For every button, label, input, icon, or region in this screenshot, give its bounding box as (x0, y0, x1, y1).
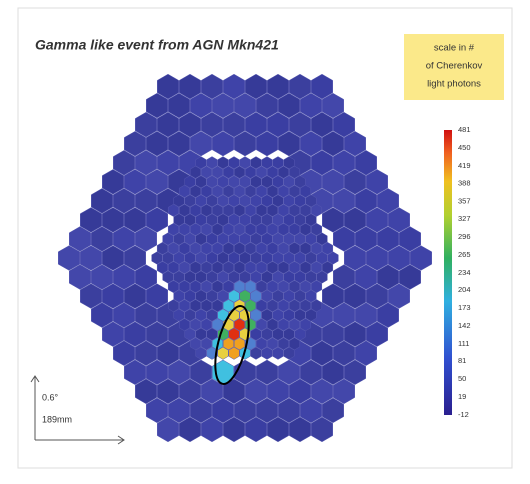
colorbar-tick-label: 173 (458, 303, 471, 312)
colorbar-tick-label: 111 (458, 339, 469, 348)
colorbar-tick-label: 388 (458, 179, 471, 188)
colorbar (444, 130, 452, 415)
colorbar-tick-label: 357 (458, 197, 471, 206)
colorbar-tick-label: 234 (458, 268, 471, 277)
colorbar-tick-label: 265 (458, 250, 471, 259)
colorbar-tick-label: 81 (458, 356, 466, 365)
scale-note: scale in # (434, 43, 475, 54)
scale-length: 189mm (42, 414, 72, 424)
colorbar-tick-label: 481 (458, 125, 471, 134)
colorbar-tick-label: 204 (458, 285, 471, 294)
scale-angle: 0.6° (42, 392, 59, 402)
colorbar-tick-label: 296 (458, 232, 471, 241)
scale-note: of Cherenkov (426, 61, 483, 72)
colorbar-tick-label: 327 (458, 214, 471, 223)
colorbar-tick-label: 142 (458, 321, 471, 330)
colorbar-tick-label: 50 (458, 374, 466, 383)
figure: Gamma like event from AGN Mkn421 scale i… (0, 0, 530, 479)
title: Gamma like event from AGN Mkn421 (35, 37, 279, 53)
colorbar-tick-label: 419 (458, 161, 471, 170)
page: Gamma like event from AGN Mkn421 scale i… (0, 0, 530, 479)
colorbar-tick-label: 450 (458, 143, 471, 152)
scale-note: light photons (427, 79, 481, 90)
colorbar-tick-label: -12 (458, 410, 469, 419)
colorbar-tick-label: 19 (458, 392, 466, 401)
